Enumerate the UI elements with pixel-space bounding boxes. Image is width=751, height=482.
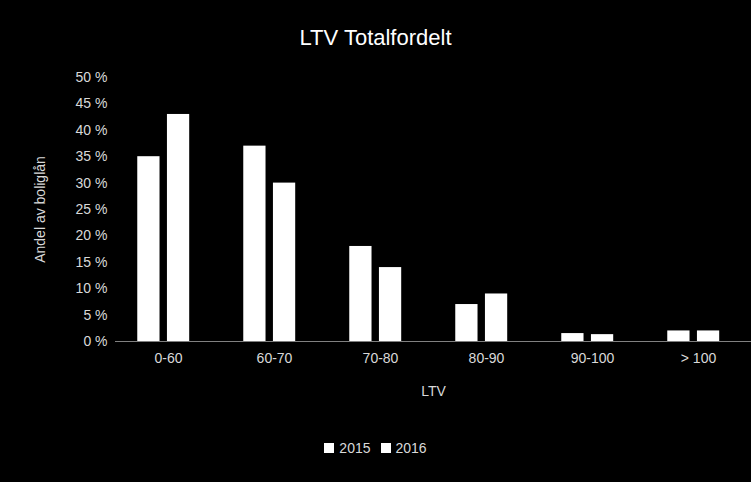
svg-text:70-80: 70-80 xyxy=(363,350,399,366)
svg-text:Andel av boliglån: Andel av boliglån xyxy=(32,156,48,263)
html-text:2015: 2015 xyxy=(339,440,371,456)
svg-text:> 100: > 100 xyxy=(681,350,717,366)
svg-text:LTV: LTV xyxy=(421,383,446,399)
svg-text:10 %: 10 % xyxy=(76,280,108,296)
svg-text:5 %: 5 % xyxy=(83,307,107,323)
svg-text:0-60: 0-60 xyxy=(154,350,182,366)
svg-text:80-90: 80-90 xyxy=(469,350,505,366)
svg-text:20 %: 20 % xyxy=(76,227,108,243)
svg-text:25 %: 25 % xyxy=(76,201,108,217)
svg-text:40 %: 40 % xyxy=(76,122,108,138)
html-text:LTV Totalfordelt: LTV Totalfordelt xyxy=(299,25,452,50)
svg-text:60-70: 60-70 xyxy=(257,350,293,366)
svg-text:30 %: 30 % xyxy=(76,175,108,191)
svg-text:50 %: 50 % xyxy=(76,69,108,85)
svg-text:15 %: 15 % xyxy=(76,254,108,270)
svg-text:45 %: 45 % xyxy=(76,95,108,111)
html-text:2016: 2016 xyxy=(395,440,427,456)
svg-text:0 %: 0 % xyxy=(83,333,107,349)
svg-text:90-100: 90-100 xyxy=(571,350,615,366)
svg-text:35 %: 35 % xyxy=(76,148,108,164)
